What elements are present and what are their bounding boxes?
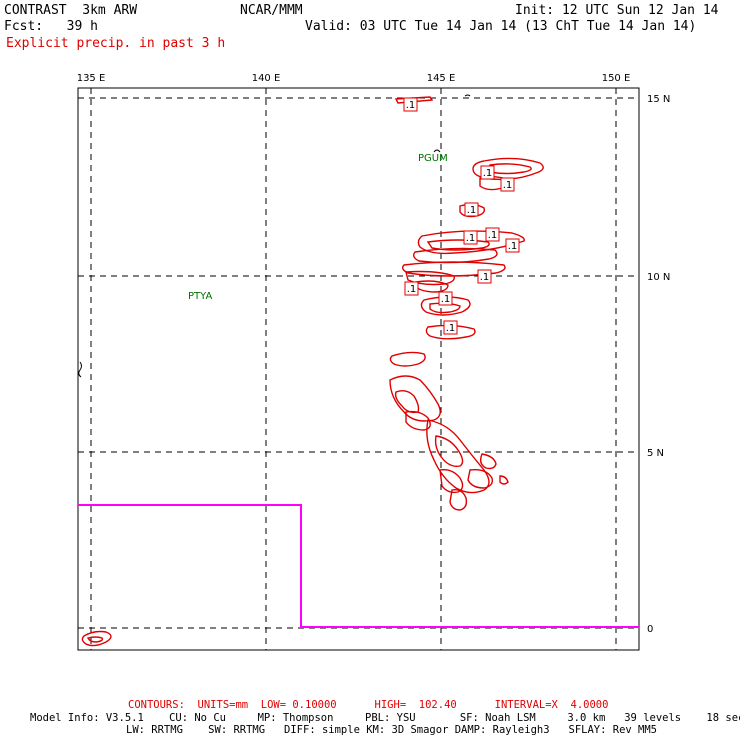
precip-cell <box>499 475 509 485</box>
svg-text:.1: .1 <box>407 284 417 295</box>
contour-label: .1 <box>485 227 500 242</box>
precip-contours <box>81 96 544 647</box>
field-name: Explicit precip. in past 3 h <box>6 36 226 51</box>
map-frame <box>77 87 640 651</box>
lat-label-5: 5 N <box>647 448 664 459</box>
contour-info: CONTOURS: UNITS=mm LOW= 0.10000 HIGH= 10… <box>128 699 609 711</box>
precip-cell <box>426 239 490 251</box>
contour-label: .1 <box>438 291 453 306</box>
svg-text:.1: .1 <box>467 205 477 216</box>
svg-text:.1: .1 <box>508 241 518 252</box>
precip-cell <box>394 389 420 414</box>
domain-boundary <box>78 504 639 628</box>
contour-label: .1 <box>404 281 419 296</box>
coastline <box>78 94 471 378</box>
precip-cell <box>426 419 490 494</box>
precip-cell <box>420 296 471 316</box>
precip-cell <box>405 270 455 286</box>
station-label-pgum: PGUM <box>418 153 448 164</box>
precip-cell <box>405 410 431 431</box>
lon-label-135: 135 E <box>77 73 106 84</box>
valid-time: Valid: 03 UTC Tue 14 Jan 14 (13 ChT Tue … <box>305 19 697 34</box>
contour-label: .1 <box>477 269 492 284</box>
lon-label-150: 150 E <box>602 73 631 84</box>
contour-label: .1 <box>463 230 478 245</box>
contour-label: .1 <box>403 97 418 112</box>
svg-text:.1: .1 <box>406 100 416 111</box>
model-info-line1: Model Info: V3.5.1 CU: No Cu MP: Thompso… <box>30 712 740 724</box>
svg-text:.1: .1 <box>466 233 476 244</box>
contour-label: .1 <box>480 165 495 180</box>
precip-cell <box>415 280 449 293</box>
precip-cell <box>479 453 497 470</box>
graticule <box>78 88 639 650</box>
product-title: CONTRAST 3km ARW <box>4 3 138 18</box>
precip-cell <box>389 351 426 367</box>
svg-text:.1: .1 <box>480 272 490 283</box>
precip-cell <box>412 247 498 264</box>
svg-text:.1: .1 <box>503 180 513 191</box>
lat-label-0: 0 <box>647 624 653 635</box>
init-time: Init: 12 UTC Sun 12 Jan 14 <box>515 3 719 18</box>
precip-cell <box>449 488 468 511</box>
center-name: NCAR/MMM <box>240 3 303 18</box>
model-info-line2: LW: RRTMG SW: RRTMG DIFF: simple KM: 3D … <box>126 724 658 736</box>
precip-cell <box>394 96 434 104</box>
precip-cell <box>467 468 494 489</box>
precip-cell <box>439 468 464 494</box>
svg-text:.1: .1 <box>483 168 493 179</box>
precip-cell <box>489 163 532 175</box>
contour-label: .1 <box>464 202 479 217</box>
forecast-hour: Fcst: 39 h <box>4 19 98 34</box>
island-coast <box>78 361 82 378</box>
island-coast <box>464 94 471 97</box>
lat-label-15: 15 N <box>647 94 670 105</box>
precip-cell <box>425 324 476 340</box>
station-label-ptya: PTYA <box>188 291 212 302</box>
svg-text:.1: .1 <box>441 294 451 305</box>
precip-cell <box>434 435 464 468</box>
precip-cell <box>86 636 104 643</box>
svg-text:.1: .1 <box>446 323 456 334</box>
island-coast <box>433 149 441 153</box>
lat-label-10: 10 N <box>647 272 670 283</box>
lon-label-145: 145 E <box>427 73 456 84</box>
precip-cell <box>389 375 441 422</box>
contour-label: .1 <box>443 320 458 335</box>
precip-cell <box>81 630 112 647</box>
svg-text:.1: .1 <box>488 230 498 241</box>
lon-label-140: 140 E <box>252 73 281 84</box>
contour-label: .1 <box>505 238 520 253</box>
contour-label: .1 <box>500 177 515 192</box>
precip-cell <box>472 157 544 181</box>
